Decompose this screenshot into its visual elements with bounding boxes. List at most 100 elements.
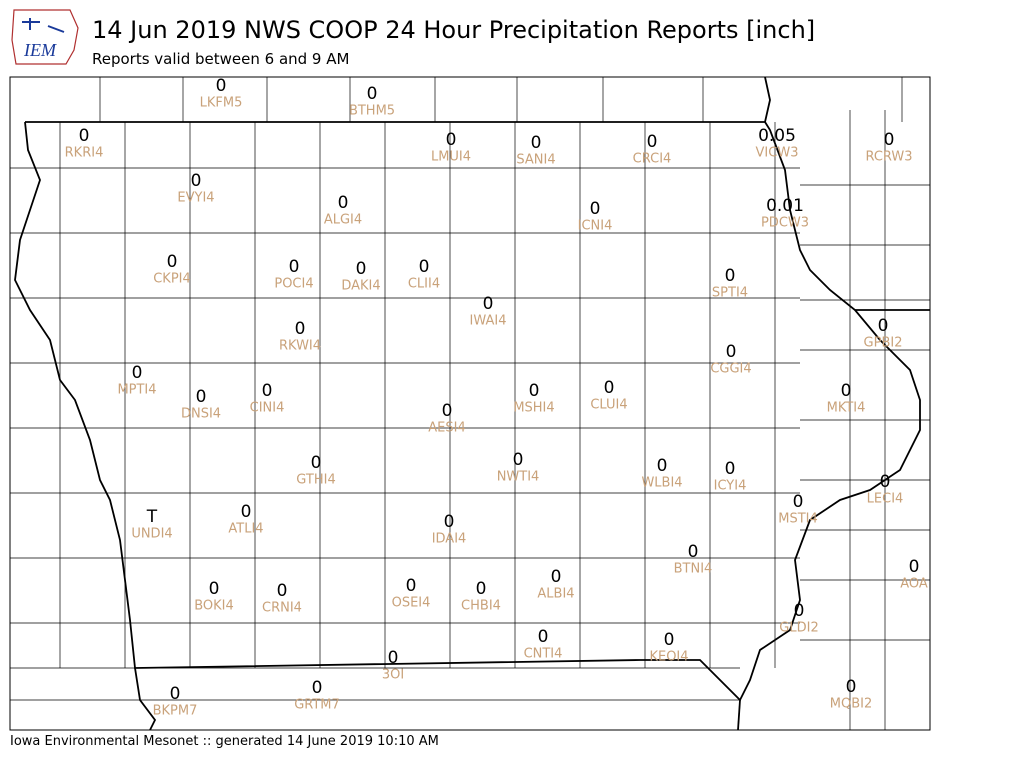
logo: IEM xyxy=(11,9,79,65)
logo-shape xyxy=(11,9,79,65)
station-value: 0 xyxy=(167,252,178,272)
station-label: MSHI4 xyxy=(513,401,554,416)
station-value: T xyxy=(146,507,158,527)
station-value: 0 xyxy=(846,677,857,697)
title: 14 Jun 2019 NWS COOP 24 Hour Precipitati… xyxy=(92,16,815,44)
station-value: 0 xyxy=(884,130,895,150)
station-value: 0 xyxy=(216,76,227,96)
station-value: 0 xyxy=(262,381,273,401)
station-label: WLBI4 xyxy=(641,476,682,491)
station-label: GLDI2 xyxy=(779,621,818,636)
station-value: 0 xyxy=(725,266,736,286)
station-value: 0 xyxy=(356,259,367,279)
station-value: 0 xyxy=(513,450,524,470)
station-label: ALBI4 xyxy=(537,587,574,602)
station-label: CHBI4 xyxy=(461,599,501,614)
station-label: NWTI4 xyxy=(497,470,540,485)
station-value: 0 xyxy=(476,579,487,599)
station-label: RKRI4 xyxy=(65,146,104,161)
logo-glyph xyxy=(22,18,65,33)
station-label: CLUI4 xyxy=(590,398,627,413)
station-value: 0 xyxy=(79,126,90,146)
station-value: 0 xyxy=(312,678,323,698)
station-label: LMUI4 xyxy=(431,150,471,165)
station-label: EVYI4 xyxy=(177,191,214,206)
station-value: 0 xyxy=(604,378,615,398)
station-label: MSTI4 xyxy=(778,512,818,527)
map-frame xyxy=(9,76,931,731)
station-value: 0 xyxy=(590,199,601,219)
station-value: 0 xyxy=(909,557,920,577)
station-value: 0 xyxy=(311,453,322,473)
station-value: 0 xyxy=(483,294,494,314)
station-value: 0 xyxy=(388,648,399,668)
station-value: 0 xyxy=(446,130,457,150)
station-label: BTHM5 xyxy=(349,104,395,119)
station-label: BKPM7 xyxy=(153,704,198,719)
station-label: AOA xyxy=(900,577,928,592)
station-label: CGGI4 xyxy=(710,362,751,377)
station-label: MKTI4 xyxy=(827,401,866,416)
station-label: OSEI4 xyxy=(392,596,431,611)
station-value: 0 xyxy=(367,84,378,104)
station-value: 0 xyxy=(419,257,430,277)
station-label: IWAI4 xyxy=(470,314,507,329)
station-label: CRNI4 xyxy=(262,601,302,616)
station-value: 0 xyxy=(841,381,852,401)
station-label: ATLI4 xyxy=(228,522,263,537)
station-label: CKPI4 xyxy=(153,272,191,287)
station-value: 0 xyxy=(647,132,658,152)
state-border xyxy=(134,667,157,731)
station-label: DNSI4 xyxy=(181,407,221,422)
station-value: 0.01 xyxy=(766,196,804,216)
station-label: ICYI4 xyxy=(714,479,747,494)
station-value: 0 xyxy=(170,684,181,704)
station-value: 0 xyxy=(794,601,805,621)
station-label: GRTM7 xyxy=(294,698,340,713)
station-value: 0 xyxy=(338,193,349,213)
station-value: 0 xyxy=(191,171,202,191)
subtitle: Reports valid between 6 and 9 AM xyxy=(92,50,349,68)
station-label: GTHI4 xyxy=(296,473,335,488)
station-value: 0.05 xyxy=(758,126,796,146)
station-label: BOKI4 xyxy=(194,599,234,614)
station-value: 0 xyxy=(289,257,300,277)
station-value: 0 xyxy=(657,456,668,476)
footer: Iowa Environmental Mesonet :: generated … xyxy=(10,734,439,749)
station-label: MPTI4 xyxy=(117,383,156,398)
station-label: DAKI4 xyxy=(341,279,380,294)
station-value: 0 xyxy=(538,627,549,647)
station-label: SPTI4 xyxy=(712,286,748,301)
station-label: CINI4 xyxy=(250,401,285,416)
station-label: POCI4 xyxy=(274,277,313,292)
station-value: 0 xyxy=(132,363,143,383)
station-label: CNTI4 xyxy=(524,647,563,662)
